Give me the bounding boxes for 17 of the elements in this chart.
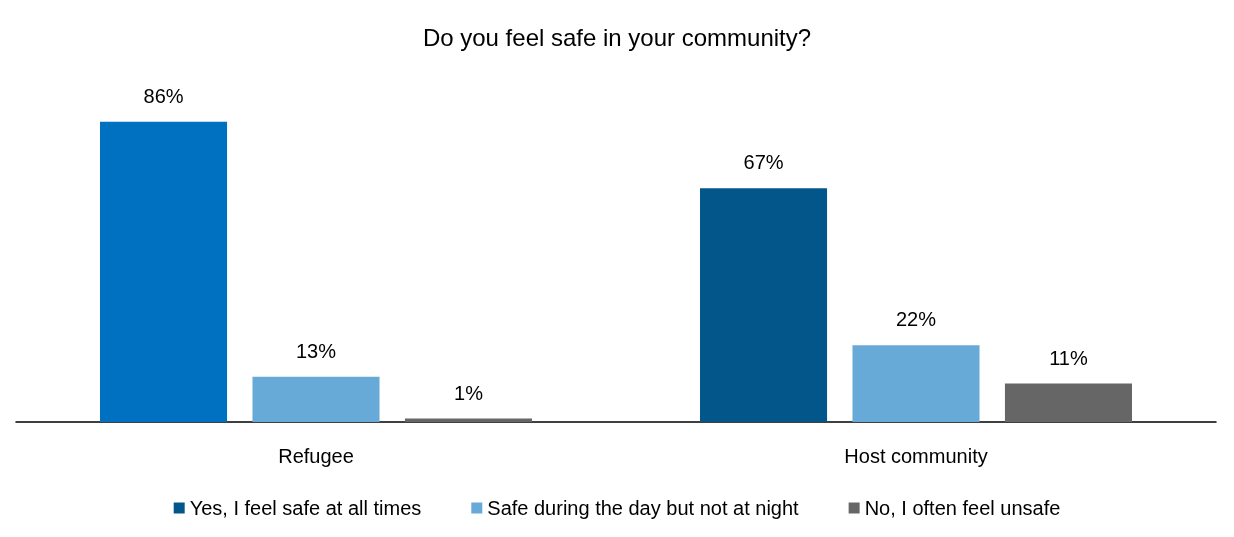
legend-label: Safe during the day but not at night: [487, 497, 800, 519]
data-label: 11%: [1049, 346, 1088, 369]
x-tick-label: Host community: [844, 445, 988, 467]
data-label: 22%: [895, 308, 937, 331]
data-label: 67%: [743, 151, 784, 174]
legend-label: No, I often feel unsafe: [864, 497, 1061, 519]
data-label: 13%: [295, 339, 337, 362]
data-label: 1%: [454, 381, 484, 404]
chart-title: Do you feel safe in your community?: [422, 23, 812, 51]
x-tick-label: Refugee: [278, 445, 354, 467]
bar: [100, 121, 228, 422]
bar: [700, 188, 828, 422]
data-label: 86%: [143, 84, 184, 107]
bar: [252, 376, 380, 422]
bar: [852, 345, 980, 422]
legend-label: Yes, I feel safe at all times: [189, 497, 422, 519]
bar: [1004, 383, 1132, 422]
